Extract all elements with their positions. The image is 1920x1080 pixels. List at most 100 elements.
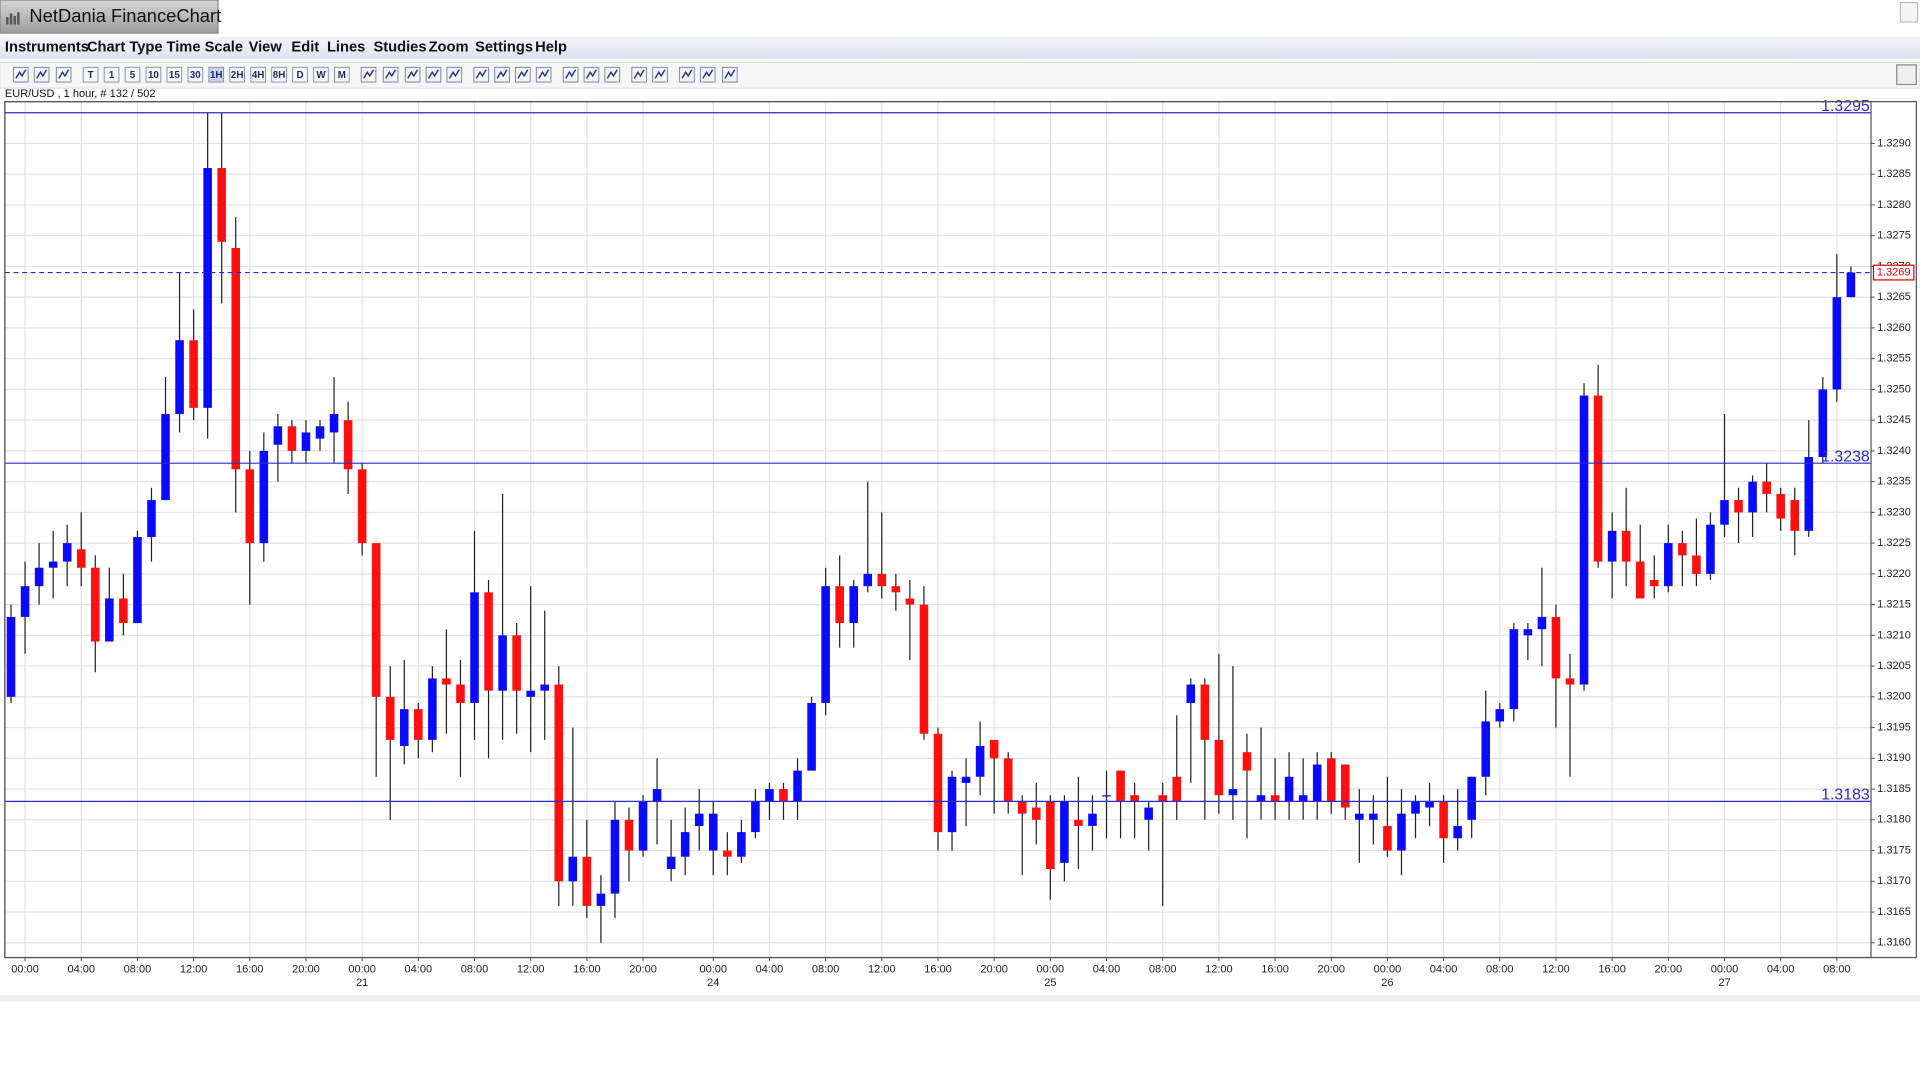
toolbar-icon[interactable] [652,66,668,83]
candle-body [6,616,16,697]
y-tick-label: 1.3290 [1877,137,1911,149]
icon-glyph [606,69,618,79]
toolbar-icon[interactable] [55,66,72,83]
toolbar-icon[interactable] [425,66,442,83]
candle-body [554,684,564,882]
candle-body [91,567,100,642]
toolbar-icon[interactable] [721,66,738,83]
menu-item[interactable]: Edit [291,40,319,56]
menu-item[interactable]: View [249,40,283,56]
toolbar-icon[interactable] [679,66,695,83]
toolbar-icon[interactable] [360,66,377,83]
icon-frame [652,66,668,83]
toolbar-icon[interactable] [535,66,552,83]
menu-item[interactable]: Help [535,40,567,56]
menu-item[interactable]: Time Scale [167,40,243,56]
timeframe-label[interactable]: 1H [210,70,223,81]
timeframe-label[interactable]: W [316,70,326,81]
timeframe-button[interactable] [187,66,204,83]
timeframe-label[interactable]: 10 [148,70,159,81]
candle-body [1467,776,1476,820]
icon-frame [473,66,490,83]
menu-item[interactable]: Lines [327,40,365,56]
date-label: 26 [1381,977,1393,989]
timeframe-label[interactable]: D [296,70,303,81]
timeframe-label[interactable]: 1 [109,70,115,81]
timeframe-label[interactable]: 30 [190,70,201,81]
x-tick-label: 12:00 [1205,964,1233,976]
candle-body [1158,795,1167,802]
candle-body [76,549,86,568]
toolbar-icon[interactable] [473,66,490,83]
toolbar-icon[interactable] [382,66,399,83]
candle-body [343,420,353,470]
toolbar-icon[interactable] [33,66,50,83]
timeframe-label[interactable]: 5 [130,70,136,81]
status-strip [0,995,1920,1002]
candle-body [1706,524,1715,574]
timeframe-button[interactable] [313,66,329,83]
timeframe-label[interactable]: M [338,70,346,81]
candle-body [582,856,592,906]
toolbar-icon[interactable] [446,66,463,83]
toolbar-icon[interactable] [404,66,421,83]
timeframe-button[interactable] [271,66,287,83]
candle-body [1453,825,1462,839]
candle-body [652,789,662,802]
candle-body [1200,684,1210,740]
timeframe-button[interactable] [250,66,266,83]
y-tick-label: 1.3165 [1877,906,1911,918]
menu-bar [0,36,1920,59]
candle-body [1032,807,1041,820]
last-price-box [1872,264,1915,281]
toolbar-icon[interactable] [494,66,510,83]
toolbar-icon[interactable] [604,66,621,83]
timeframe-button[interactable] [229,66,246,83]
panel-button[interactable] [1896,64,1917,86]
x-tick-label: 08:00 [461,964,489,976]
menu-item[interactable]: Chart Type [87,40,163,56]
timeframe-button[interactable] [166,66,183,83]
timeframe-button[interactable] [103,66,120,83]
toolbar-icon[interactable] [515,66,531,83]
timeframe-button[interactable] [82,66,99,83]
window-control[interactable] [1899,1,1919,23]
candle-body [694,813,704,826]
x-tick-label: 16:00 [573,964,601,976]
menu-item[interactable]: Instruments [5,40,89,56]
toolbar-icon[interactable] [699,66,716,83]
toolbar-icon[interactable] [631,66,648,83]
candle-body [905,598,915,605]
icon-glyph [585,69,597,79]
x-tick-label: 04:00 [1767,964,1795,976]
menu-item[interactable]: Settings [475,40,533,56]
toolbar-icon[interactable] [583,66,600,83]
timeframe-label[interactable]: 4H [252,70,265,81]
candle-body [105,598,114,642]
candle-body [540,684,550,691]
timeframe-label[interactable]: 8H [273,70,286,81]
icon-frame [679,66,695,83]
x-tick-label: 16:00 [236,964,264,976]
timeframe-button[interactable] [292,66,308,83]
y-tick-label: 1.3265 [1877,291,1911,303]
x-tick-label: 16:00 [1598,964,1626,976]
icon-glyph [448,69,460,79]
toolbar-icon[interactable] [12,66,29,83]
timeframe-button[interactable] [208,66,225,83]
candle-body [1664,543,1673,587]
timeframe-button[interactable] [124,66,141,83]
timeframe-button[interactable] [334,66,350,83]
timeframe-label[interactable]: T [88,70,94,81]
timeframe-button[interactable] [145,66,162,83]
timeframe-label[interactable]: 2H [231,70,244,81]
candle-body [1228,789,1238,796]
candle-body [947,776,957,833]
menu-item[interactable]: Studies [373,40,426,56]
menu-item[interactable]: Zoom [429,40,469,56]
toolbar-icon[interactable] [562,66,579,83]
y-tick-label: 1.3175 [1877,844,1911,856]
x-tick-label: 12:00 [180,964,208,976]
timeframe-label[interactable]: 15 [169,70,180,81]
icon-frame [515,66,531,83]
